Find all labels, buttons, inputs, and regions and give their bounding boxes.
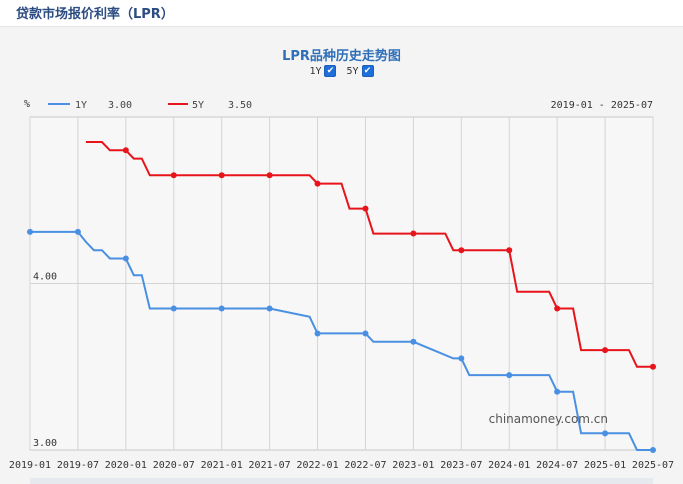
x-tick-label: 2025-01 xyxy=(584,460,626,471)
checkbox-checked-icon[interactable]: ✔ xyxy=(361,65,374,77)
x-tick-label: 2019-01 xyxy=(9,460,51,471)
date-range-label: 2019-01 - 2025-07 xyxy=(551,100,653,111)
legend-1y-value: 3.00 xyxy=(108,100,132,111)
x-tick-label: 2021-07 xyxy=(249,460,291,471)
data-point-5y[interactable] xyxy=(506,247,513,254)
x-tick-label: 2023-07 xyxy=(440,460,482,471)
x-tick-label: 2022-07 xyxy=(344,460,386,471)
chart-title: LPR品种历史走势图 xyxy=(282,49,401,64)
data-point-1y[interactable] xyxy=(602,430,609,437)
page-title: 贷款市场报价利率（LPR） xyxy=(16,7,174,22)
data-point-5y[interactable] xyxy=(602,347,609,354)
data-point-1y[interactable] xyxy=(650,447,656,453)
data-point-5y[interactable] xyxy=(218,172,225,179)
y-axis-label: % xyxy=(24,99,30,110)
data-point-1y[interactable] xyxy=(554,388,561,395)
x-tick-label: 2022-01 xyxy=(296,460,338,471)
data-point-5y[interactable] xyxy=(650,363,656,370)
x-tick-label: 2019-07 xyxy=(57,460,99,471)
data-point-1y[interactable] xyxy=(170,305,177,312)
x-tick-label: 2025-07 xyxy=(632,460,674,471)
x-tick-label: 2020-01 xyxy=(105,460,147,471)
y-tick-label: 4.00 xyxy=(33,272,57,283)
checkbox-checked-icon[interactable]: ✔ xyxy=(324,65,337,77)
data-point-1y[interactable] xyxy=(458,355,465,362)
page-header: 贷款市场报价利率（LPR） xyxy=(0,0,683,27)
data-point-1y[interactable] xyxy=(122,255,129,262)
x-tick-label: 2024-07 xyxy=(536,460,578,471)
data-point-1y[interactable] xyxy=(410,338,417,345)
toggle-1y[interactable]: 1Y ✔ xyxy=(309,65,337,77)
x-tick-label: 2024-01 xyxy=(488,460,530,471)
data-point-5y[interactable] xyxy=(458,247,465,254)
series-line-1y[interactable] xyxy=(30,230,653,451)
data-point-1y[interactable] xyxy=(314,330,321,337)
data-point-1y[interactable] xyxy=(27,228,33,235)
data-point-1y[interactable] xyxy=(266,305,273,312)
series-line-5y[interactable] xyxy=(85,141,653,368)
data-point-5y[interactable] xyxy=(554,305,561,312)
data-point-5y[interactable] xyxy=(410,230,417,237)
toggle-5y[interactable]: 5Y ✔ xyxy=(347,65,374,77)
data-point-1y[interactable] xyxy=(362,330,369,337)
x-tick-label: 2023-01 xyxy=(392,460,434,471)
range-scroll-bar[interactable] xyxy=(30,478,653,484)
legend-5y-value: 3.50 xyxy=(228,100,252,111)
x-tick-label: 2020-07 xyxy=(153,460,195,471)
toggle-5y-label: 5Y xyxy=(346,65,359,77)
data-point-1y[interactable] xyxy=(218,305,225,312)
data-point-5y[interactable] xyxy=(266,172,273,179)
legend-5y-name: 5Y xyxy=(192,100,204,111)
data-point-5y[interactable] xyxy=(170,172,177,179)
data-point-5y[interactable] xyxy=(314,180,321,187)
data-point-5y[interactable] xyxy=(122,147,129,154)
data-point-5y[interactable] xyxy=(362,205,369,212)
data-point-1y[interactable] xyxy=(506,372,513,379)
x-tick-label: 2021-01 xyxy=(201,460,243,471)
legend-1y-name: 1Y xyxy=(75,100,87,111)
series-toggle-bar: 1Y ✔ 5Y ✔ xyxy=(0,65,683,77)
legend[interactable]: 1Y 3.00 5Y 3.50 xyxy=(48,100,252,111)
toggle-1y-label: 1Y xyxy=(309,65,322,77)
y-tick-label: 3.00 xyxy=(33,438,57,449)
data-point-1y[interactable] xyxy=(74,228,81,235)
watermark: chinamoney.com.cn xyxy=(489,412,608,426)
